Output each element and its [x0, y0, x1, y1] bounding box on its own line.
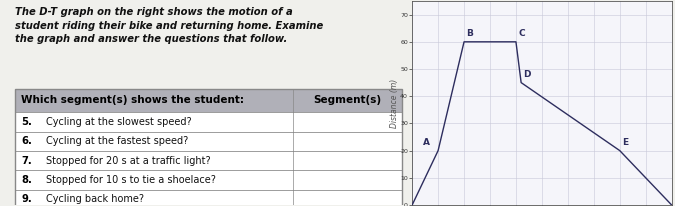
Text: D: D [523, 70, 531, 79]
Text: 6.: 6. [22, 136, 32, 146]
Text: B: B [466, 29, 473, 38]
Text: Segment(s): Segment(s) [313, 95, 381, 105]
Text: A: A [423, 138, 429, 147]
Text: Stopped for 10 s to tie a shoelace?: Stopped for 10 s to tie a shoelace? [46, 175, 215, 185]
Text: Cycling back home?: Cycling back home? [46, 194, 144, 204]
Text: C: C [518, 29, 524, 38]
Text: Stopped for 20 s at a traffic light?: Stopped for 20 s at a traffic light? [46, 156, 210, 166]
FancyBboxPatch shape [16, 170, 402, 190]
Text: Cycling at the slowest speed?: Cycling at the slowest speed? [46, 117, 191, 127]
FancyBboxPatch shape [16, 190, 402, 206]
FancyBboxPatch shape [16, 132, 402, 151]
Text: Which segment(s) shows the student:: Which segment(s) shows the student: [22, 95, 244, 105]
Text: The D-T graph on the right shows the motion of a
student riding their bike and r: The D-T graph on the right shows the mot… [16, 7, 324, 44]
Y-axis label: Distance (m): Distance (m) [389, 78, 399, 128]
Text: Cycling at the fastest speed?: Cycling at the fastest speed? [46, 136, 188, 146]
FancyBboxPatch shape [16, 151, 402, 170]
FancyBboxPatch shape [16, 89, 402, 112]
Text: 8.: 8. [22, 175, 32, 185]
FancyBboxPatch shape [16, 112, 402, 132]
Text: 7.: 7. [22, 156, 32, 166]
Text: 5.: 5. [22, 117, 32, 127]
Text: E: E [622, 138, 628, 147]
Text: 9.: 9. [22, 194, 32, 204]
